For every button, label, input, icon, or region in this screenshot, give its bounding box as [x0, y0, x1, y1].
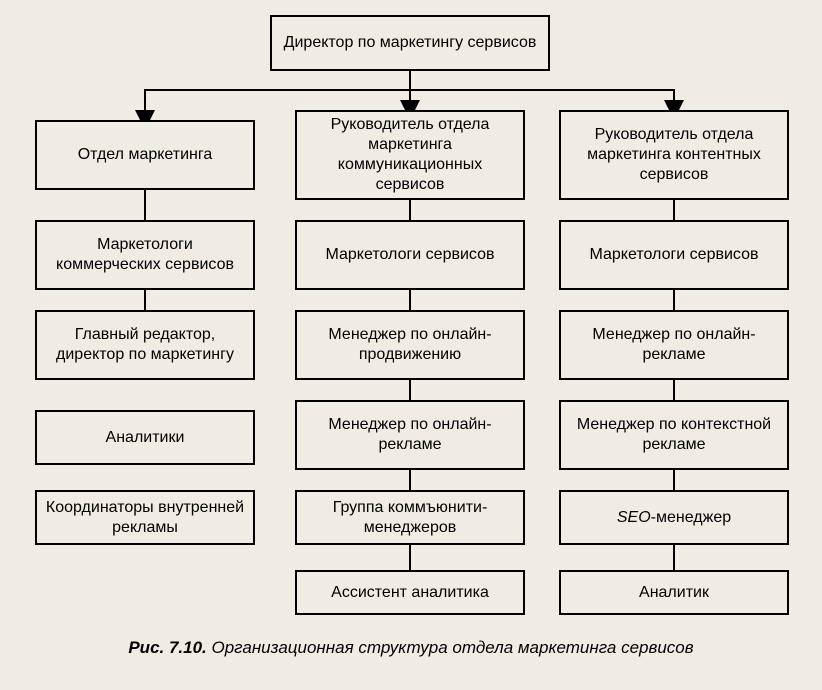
org-chart-canvas: Рис. 7.10. Организационная структура отд… — [0, 0, 822, 690]
edge-root-c3_0 — [410, 71, 674, 110]
org-node-c1_3: Аналитики — [35, 410, 255, 465]
org-node-c3_3: Менеджер по контекстной рекламе — [559, 400, 789, 470]
org-node-c2_0: Руководитель отдела маркетинга коммуника… — [295, 110, 525, 200]
org-node-c1_1: Маркетологи коммерческих сервисов — [35, 220, 255, 290]
caption-text: Организационная структура отдела маркети… — [207, 638, 694, 657]
org-node-c3_5: Аналитик — [559, 570, 789, 615]
org-node-c2_1: Маркетологи сервисов — [295, 220, 525, 290]
figure-caption: Рис. 7.10. Организационная структура отд… — [0, 638, 822, 658]
org-node-c1_0: Отдел маркетинга — [35, 120, 255, 190]
org-node-c1_4: Координаторы внутренней рекламы — [35, 490, 255, 545]
org-node-c3_2: Менеджер по онлайн-рекламе — [559, 310, 789, 380]
org-node-c1_2: Главный редактор, директор по маркетингу — [35, 310, 255, 380]
org-node-c2_5: Ассистент аналитика — [295, 570, 525, 615]
org-node-c2_2: Менеджер по онлайн-продвижению — [295, 310, 525, 380]
caption-prefix: Рис. 7.10. — [128, 638, 206, 657]
org-node-c3_4: SEO-менеджер — [559, 490, 789, 545]
org-node-c3_1: Маркетологи сервисов — [559, 220, 789, 290]
org-node-c2_3: Менеджер по онлайн-рекламе — [295, 400, 525, 470]
org-node-c2_4: Группа коммъюнити-менеджеров — [295, 490, 525, 545]
org-node-root: Директор по маркетингу сервисов — [270, 15, 550, 71]
org-node-c3_0: Руководитель отдела маркетинга контентны… — [559, 110, 789, 200]
